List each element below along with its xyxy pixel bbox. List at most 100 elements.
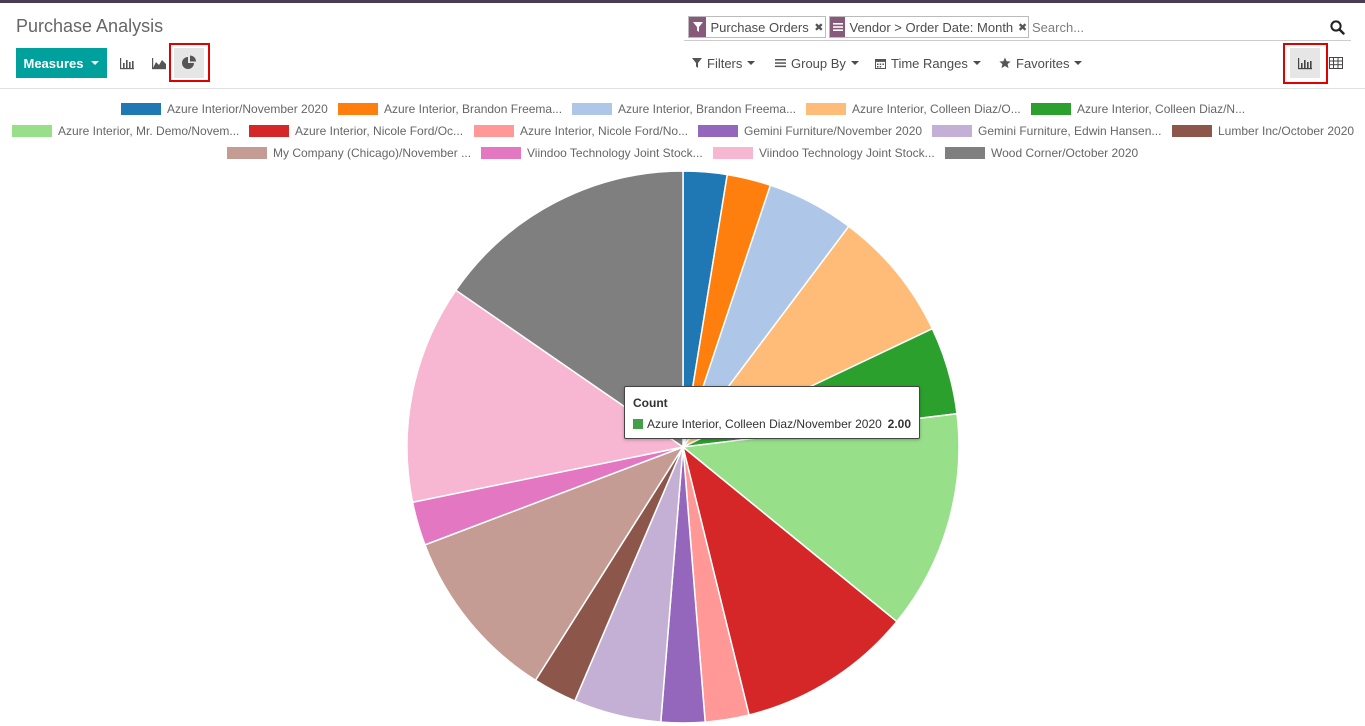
favorites-dropdown[interactable]: Favorites: [999, 53, 1083, 73]
legend-swatch: [227, 147, 267, 159]
legend-swatch: [1031, 103, 1071, 115]
caret-down-icon: [91, 61, 100, 65]
legend-item[interactable]: Azure Interior, Mr. Demo/Novem...: [12, 124, 239, 138]
graph-area: Azure Interior/November 2020 Azure Interi…: [0, 90, 1365, 726]
groupby-label: Group By: [791, 55, 846, 71]
caret-down-icon: [1074, 61, 1083, 65]
legend-label: Azure Interior, Colleen Diaz/N...: [1077, 102, 1246, 116]
groupby-dropdown[interactable]: Group By: [775, 53, 859, 73]
search-bar: Purchase Orders ✖ Vendor > Order Date: M…: [684, 13, 1351, 41]
caret-down-icon: [747, 61, 756, 65]
legend-label: Gemini Furniture/November 2020: [744, 124, 923, 138]
legend-item[interactable]: Gemini Furniture, Edwin Hansen...: [932, 124, 1161, 138]
close-icon[interactable]: ✖: [814, 21, 824, 34]
legend-swatch: [572, 103, 612, 115]
pie-slice[interactable]: [423, 445, 685, 682]
facet-label: Purchase Orders: [710, 19, 809, 35]
highlight-box-pie-mode: [169, 43, 210, 82]
legend-swatch: [806, 103, 846, 115]
legend-item[interactable]: Wood Corner/October 2020: [945, 146, 1138, 160]
pie-slice[interactable]: [681, 412, 960, 623]
legend-label: Azure Interior, Nicole Ford/Oc...: [295, 124, 464, 138]
line-chart-icon: [152, 58, 166, 70]
filters-dropdown[interactable]: Filters: [692, 53, 756, 73]
legend-item[interactable]: Azure Interior, Colleen Diaz/N...: [1031, 102, 1245, 116]
legend-label: Azure Interior, Brandon Freema...: [618, 102, 797, 116]
legend-swatch: [945, 147, 985, 159]
legend-label: Viindoo Technology Joint Stock...: [527, 146, 703, 160]
legend-swatch: [932, 125, 972, 137]
legend-item[interactable]: Azure Interior, Brandon Freema...: [338, 102, 562, 116]
chart-tooltip: Count Azure Interior, Colleen Diaz/Novem…: [624, 386, 920, 439]
pie-slice[interactable]: [681, 444, 898, 716]
highlight-box-graph-view: [1283, 43, 1328, 84]
favorites-label: Favorites: [1016, 55, 1070, 71]
facet-purchase-orders: Purchase Orders ✖: [688, 16, 826, 38]
filter-icon: [692, 58, 702, 68]
star-icon: [999, 57, 1011, 69]
legend-swatch: [1172, 125, 1212, 137]
groupby-icon: [830, 17, 846, 37]
graph-view-button[interactable]: [1290, 48, 1320, 78]
facet-label: Vendor > Order Date: Month: [849, 19, 1014, 35]
legend-label: Azure Interior, Colleen Diaz/O...: [852, 102, 1021, 116]
legend-item[interactable]: Azure Interior, Nicole Ford/Oc...: [249, 124, 463, 138]
caret-down-icon: [972, 61, 981, 65]
legend-swatch: [481, 147, 521, 159]
pivot-view-icon: [1329, 57, 1343, 69]
close-icon[interactable]: ✖: [1017, 21, 1028, 34]
tooltip-swatch: [633, 419, 643, 429]
time-ranges-label: Time Ranges: [891, 55, 968, 71]
calendar-icon: [875, 58, 886, 69]
legend-swatch: [338, 103, 378, 115]
legend-swatch: [713, 147, 753, 159]
pie-chart-icon: [182, 55, 196, 69]
tooltip-row: Azure Interior, Colleen Diaz/November 20…: [633, 417, 882, 431]
filters-label: Filters: [707, 55, 743, 71]
pivot-view-button[interactable]: [1321, 48, 1351, 78]
pie-slice[interactable]: [406, 289, 685, 504]
pie-chart-button[interactable]: [174, 48, 204, 78]
page-title: Purchase Analysis: [16, 16, 164, 36]
bar-chart-icon: [120, 58, 134, 70]
control-panel: Purchase Analysis Measures: [0, 3, 1365, 89]
measures-label: Measures: [23, 55, 84, 71]
legend-item[interactable]: Azure Interior/November 2020: [121, 102, 328, 116]
legend-item[interactable]: My Company (Chicago)/November ...: [227, 146, 471, 160]
legend-label: Azure Interior, Mr. Demo/Novem...: [58, 124, 240, 138]
legend-label: Viindoo Technology Joint Stock...: [759, 146, 935, 160]
tooltip-label: Azure Interior, Colleen Diaz/November 20…: [647, 417, 882, 431]
legend-item[interactable]: Azure Interior, Colleen Diaz/O...: [806, 102, 1021, 116]
legend-swatch: [249, 125, 289, 137]
tooltip-value: 2.00: [887, 417, 911, 431]
line-chart-button[interactable]: [144, 48, 174, 78]
caret-down-icon: [850, 61, 859, 65]
legend-swatch: [12, 125, 52, 137]
legend-item[interactable]: Lumber Inc/October 2020: [1172, 124, 1354, 138]
search-input[interactable]: [1032, 17, 1322, 37]
legend-label: Azure Interior, Brandon Freema...: [384, 102, 563, 116]
pie-slice[interactable]: [454, 170, 684, 449]
legend-item[interactable]: Viindoo Technology Joint Stock...: [713, 146, 935, 160]
time-ranges-dropdown[interactable]: Time Ranges: [875, 53, 981, 73]
legend-label: Azure Interior, Nicole Ford/No...: [520, 124, 689, 138]
facet-groupby: Vendor > Order Date: Month ✖: [829, 16, 1029, 38]
legend-item[interactable]: Gemini Furniture/November 2020: [698, 124, 922, 138]
bar-chart-button[interactable]: [112, 48, 142, 78]
legend-label: Wood Corner/October 2020: [991, 146, 1139, 160]
top-accent-line: [0, 0, 1365, 3]
search-icon[interactable]: [1330, 20, 1345, 35]
legend-swatch: [698, 125, 738, 137]
legend-swatch: [121, 103, 161, 115]
legend-label: Gemini Furniture, Edwin Hansen...: [978, 124, 1162, 138]
legend-item[interactable]: Azure Interior, Brandon Freema...: [572, 102, 796, 116]
legend-label: Azure Interior/November 2020: [167, 102, 328, 116]
measures-button[interactable]: Measures: [16, 48, 107, 78]
legend-label: My Company (Chicago)/November ...: [273, 146, 472, 160]
legend-item[interactable]: Azure Interior, Nicole Ford/No...: [474, 124, 688, 138]
filter-icon: [689, 17, 707, 37]
legend-item[interactable]: Viindoo Technology Joint Stock...: [481, 146, 703, 160]
graph-view-icon: [1298, 58, 1312, 70]
legend-label: Lumber Inc/October 2020: [1218, 124, 1355, 138]
tooltip-title: Count: [633, 396, 668, 410]
